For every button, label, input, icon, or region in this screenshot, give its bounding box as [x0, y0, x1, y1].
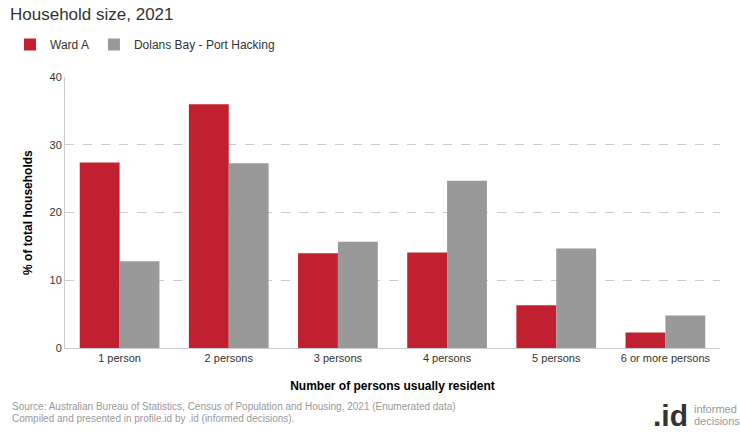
svg-text:10: 10: [50, 274, 62, 286]
svg-text:decisions: decisions: [694, 415, 740, 427]
svg-text:6 or more persons: 6 or more persons: [621, 352, 711, 364]
svg-text:3 persons: 3 persons: [314, 352, 363, 364]
svg-text:Ward A: Ward A: [50, 38, 89, 52]
svg-text:30: 30: [50, 139, 62, 151]
svg-text:1 person: 1 person: [98, 352, 141, 364]
svg-text:% of total households: % of total households: [21, 150, 35, 275]
svg-text:Compiled and presented in prof: Compiled and presented in profile.id by …: [12, 413, 294, 424]
svg-text:0: 0: [56, 342, 62, 354]
svg-text:2 persons: 2 persons: [205, 352, 254, 364]
svg-text:Number of persons usually resi: Number of persons usually resident: [290, 379, 495, 393]
svg-text:informed: informed: [694, 403, 737, 415]
svg-text:Source: Australian Bureau of S: Source: Australian Bureau of Statistics,…: [12, 401, 456, 412]
svg-text:40: 40: [50, 71, 62, 83]
svg-text:20: 20: [50, 206, 62, 218]
svg-text:.id: .id: [653, 399, 688, 432]
svg-text:Dolans Bay - Port Hacking: Dolans Bay - Port Hacking: [134, 38, 275, 52]
svg-text:Household size, 2021: Household size, 2021: [10, 5, 174, 24]
svg-text:4 persons: 4 persons: [423, 352, 472, 364]
svg-text:5 persons: 5 persons: [532, 352, 581, 364]
